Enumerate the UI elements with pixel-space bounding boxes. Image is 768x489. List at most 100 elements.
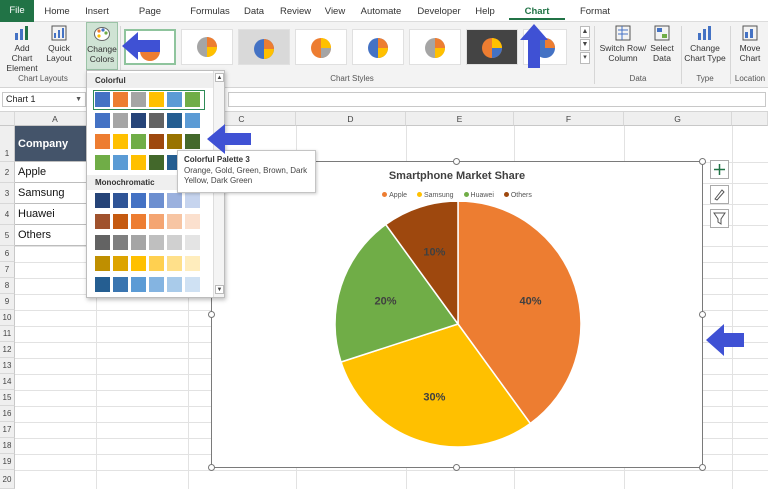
tab-review[interactable]: Review [280,6,312,17]
pie-slice-huawei[interactable] [334,223,460,363]
monochromatic-palette-option[interactable] [95,193,203,209]
row-header[interactable]: 16 [0,406,15,422]
tab-automate[interactable]: Automate [360,6,402,17]
chart-style-4[interactable] [295,29,347,65]
chart-legend[interactable]: Apple Samsung Huawei Others [212,192,702,199]
row-header[interactable]: 12 [0,342,15,358]
row-header[interactable]: 17 [0,422,15,438]
tab-developer[interactable]: Developer [417,6,461,17]
chevron-down-icon[interactable]: ▼ [75,96,82,103]
resize-handle[interactable] [453,464,460,471]
colorful-palette-option[interactable] [93,90,205,110]
row-header[interactable]: 6 [0,246,15,262]
chart-filters-button[interactable] [710,209,729,228]
tab-format[interactable]: Format [579,6,611,17]
row-header[interactable]: 8 [0,278,15,294]
row-header[interactable]: 15 [0,390,15,406]
monochromatic-palette-option[interactable] [95,277,203,293]
table-header-company[interactable]: Company [15,126,87,162]
row-header[interactable]: 3 [0,183,15,204]
resize-handle[interactable] [208,311,215,318]
color-swatch [131,235,146,250]
row-header[interactable]: 2 [0,162,15,183]
row-header[interactable]: 11 [0,326,15,342]
tab-page-layout[interactable]: Page Layout [136,6,165,34]
chart-style-3[interactable] [238,29,290,65]
chart-elements-button[interactable] [710,160,729,179]
color-swatch [131,113,146,128]
monochromatic-palette-option[interactable] [95,214,203,230]
add-chart-element-button[interactable]: Add Chart Element [3,24,41,73]
chart-styles-button[interactable] [710,185,729,204]
column-header-a[interactable]: A [15,112,96,126]
tab-chart-design[interactable]: Chart Design [509,3,565,34]
chart-style-2[interactable] [181,29,233,65]
resize-handle[interactable] [208,464,215,471]
table-row[interactable]: Apple [15,162,87,183]
chart-style-7[interactable] [466,29,518,65]
column-header-g[interactable]: G [624,112,732,126]
tab-formulas[interactable]: Formulas [190,6,230,17]
row-header[interactable]: 13 [0,358,15,374]
data-label-apple[interactable]: 40% [520,295,542,307]
row-header[interactable]: 14 [0,374,15,390]
tab-insert[interactable]: Insert [85,6,109,17]
row-header[interactable]: 5 [0,225,15,246]
pie-slice-others[interactable] [384,202,459,327]
table-row[interactable]: Others [15,225,87,246]
chart-title[interactable]: Smartphone Market Share [388,170,526,182]
data-label-huawei[interactable]: 20% [374,295,396,307]
colorful-palette-option[interactable] [95,134,203,150]
tab-file[interactable]: File [0,0,34,22]
column-header-f[interactable]: F [514,112,624,126]
move-chart-button[interactable]: Move Chart [733,24,767,63]
resize-handle[interactable] [699,158,706,165]
column-header-h[interactable] [732,112,768,126]
scroll-up-icon[interactable]: ▲ [215,73,224,82]
column-header-e[interactable]: E [406,112,514,126]
colorful-palette-option[interactable] [95,113,203,129]
monochromatic-palette-option[interactable] [95,235,203,251]
name-box[interactable]: Chart 1 ▼ [2,92,86,107]
resize-handle[interactable] [453,158,460,165]
resize-handle[interactable] [699,311,706,318]
row-header[interactable]: 7 [0,262,15,278]
quick-layout-label-2: Layout [46,53,72,63]
tab-data[interactable]: Data [243,6,265,17]
resize-handle[interactable] [699,464,706,471]
change-chart-type-button[interactable]: Change Chart Type [684,24,726,63]
row-header[interactable]: 19 [0,454,15,470]
color-swatch [149,113,164,128]
tab-view[interactable]: View [324,6,346,17]
column-header-d[interactable]: D [296,112,406,126]
row-header[interactable]: 1 [0,126,15,162]
styles-scroll-up-button[interactable]: ▲ [580,26,590,38]
styles-scroll-down-button[interactable]: ▼ [580,39,590,51]
row-header[interactable]: 10 [0,310,15,326]
pie-plot-area[interactable]: 40% 30% 20% 10% [312,202,592,462]
select-data-button[interactable]: Select Data [648,24,676,63]
table-row[interactable]: Huawei [15,204,87,225]
tab-home[interactable]: Home [44,6,70,17]
row-header[interactable]: 18 [0,438,15,454]
quick-layout-button[interactable]: Quick Layout [44,24,74,63]
pie-slice-apple[interactable] [457,202,582,425]
tab-help[interactable]: Help [475,6,495,17]
select-all-corner[interactable] [0,112,15,126]
data-label-others[interactable]: 10% [423,246,445,258]
change-colors-button[interactable]: Change Colors [86,22,118,70]
row-header[interactable]: 20 [0,470,15,489]
row-header[interactable]: 4 [0,204,15,225]
chart-area[interactable]: Smartphone Market Share Apple Samsung Hu… [211,161,703,468]
scroll-down-icon[interactable]: ▼ [215,285,224,294]
table-row[interactable]: Samsung [15,183,87,204]
chart-style-5[interactable] [352,29,404,65]
row-header[interactable]: 9 [0,294,15,310]
monochromatic-palette-option[interactable] [95,256,203,272]
data-label-samsung[interactable]: 30% [423,392,445,404]
styles-more-button[interactable]: ▾ [580,52,590,64]
pie-slice-samsung[interactable] [340,323,532,448]
switch-row-column-button[interactable]: Switch Row/ Column [598,24,648,63]
chart-style-6[interactable] [409,29,461,65]
formula-input[interactable] [228,92,766,107]
